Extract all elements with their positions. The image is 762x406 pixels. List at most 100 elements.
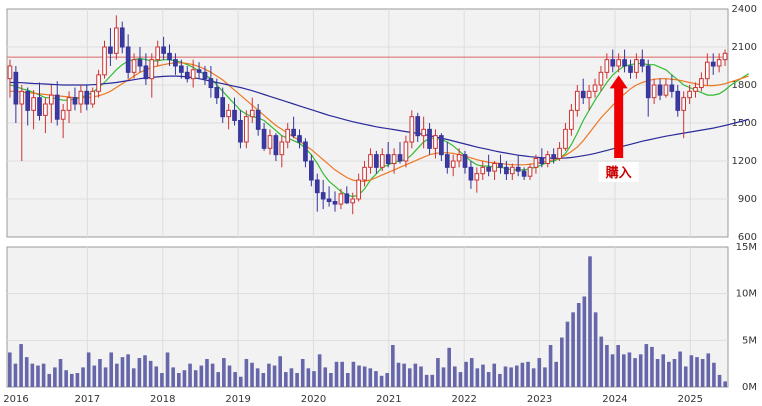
candle-body-up: [651, 84, 657, 99]
price-panel: 600 900 1200 1500 1800 2100 2400 購入: [6, 4, 757, 243]
candle: [350, 192, 356, 215]
candle-body-up: [563, 128, 568, 149]
candle: [179, 59, 184, 79]
candle-body-up: [90, 90, 96, 105]
volume-bar: [205, 359, 209, 387]
x-tick-label: 2019: [225, 394, 250, 405]
volume-bar: [222, 358, 226, 387]
volume-bar: [571, 312, 575, 387]
volume-bar: [407, 368, 412, 387]
x-tick-label: 2025: [678, 394, 703, 405]
candle-body-up: [634, 59, 639, 73]
volume-bar: [374, 371, 378, 387]
volume-bar: [413, 363, 418, 387]
candle: [249, 97, 255, 123]
candle: [545, 150, 551, 168]
candle-body-down: [462, 154, 468, 168]
volume-bar: [47, 373, 52, 387]
candle: [267, 129, 273, 155]
candle: [704, 53, 710, 85]
candle-body-down: [173, 59, 178, 67]
x-axis: 2016 2017 2018 2019 2020 2021 2022 2023 2024 2025: [3, 394, 703, 405]
candle-body-down: [54, 94, 60, 120]
volume-bars: [8, 256, 727, 387]
volume-bar: [441, 367, 446, 387]
candle: [574, 85, 580, 117]
volume-bar: [723, 381, 727, 387]
candle-body-up: [687, 90, 692, 99]
volume-bar: [351, 361, 356, 387]
candle: [84, 85, 90, 111]
buy-arrow-icon: [609, 75, 628, 158]
candle: [37, 82, 42, 121]
candle-body-down: [108, 46, 113, 54]
volume-bar: [137, 358, 142, 387]
volume-bar: [712, 362, 716, 387]
candle: [710, 53, 716, 75]
candle: [125, 34, 131, 79]
volume-bar: [638, 354, 643, 387]
volume-bar: [340, 361, 344, 387]
candle-body-down: [385, 154, 391, 165]
candle-body-up: [433, 135, 438, 149]
candle: [362, 161, 367, 187]
candle: [326, 186, 332, 207]
candle: [303, 138, 308, 168]
candle-body-down: [179, 65, 184, 73]
volume-bar: [678, 351, 682, 387]
price-y-axis: 600 900 1200 1500 1800 2100 2400: [732, 4, 757, 243]
volume-bar: [278, 356, 282, 387]
candle: [13, 66, 19, 123]
volume-bar: [430, 374, 435, 387]
volume-bar: [672, 359, 677, 387]
volume-bar: [8, 352, 12, 387]
candle: [368, 148, 373, 174]
candle: [344, 186, 350, 205]
candle-body-down: [25, 90, 31, 111]
candle: [409, 110, 415, 149]
candle-body-down: [309, 160, 314, 181]
volume-bar: [419, 366, 423, 387]
price-tick-label: 1200: [732, 156, 757, 167]
candle-body-up: [509, 166, 515, 175]
candle: [569, 104, 574, 136]
candle: [716, 53, 722, 73]
candle-body-down: [196, 69, 202, 73]
candle-body-down: [639, 59, 645, 67]
candle-body-down: [72, 97, 78, 105]
candle: [427, 123, 432, 155]
candle-body-up: [592, 84, 598, 92]
candle: [297, 129, 302, 149]
candle-body-up: [368, 154, 373, 168]
price-tick-label: 2100: [732, 42, 757, 53]
candle: [196, 62, 202, 79]
candle: [687, 85, 692, 104]
volume-bar: [255, 368, 260, 387]
candle-body-up: [450, 160, 456, 168]
candle-body-up: [409, 116, 415, 143]
candle: [43, 97, 48, 134]
candle: [108, 28, 113, 66]
candle: [403, 135, 409, 168]
volume-bar: [312, 371, 316, 387]
candle-body-up: [66, 97, 72, 111]
candle-body-down: [13, 71, 19, 105]
volume-bar: [272, 365, 277, 387]
candle: [90, 87, 96, 108]
candle: [279, 135, 285, 168]
candle-body-up: [663, 84, 669, 96]
volume-bar: [616, 345, 620, 387]
volume-bar: [582, 296, 587, 387]
candle: [592, 78, 598, 98]
candle-body-down: [521, 170, 527, 177]
volume-panel: 0M 5M 10M 15M: [6, 242, 757, 393]
volume-bar: [610, 354, 615, 387]
volume-bar: [633, 358, 637, 387]
candle: [634, 53, 639, 79]
volume-bar: [554, 361, 559, 387]
volume-tick-label: 10M: [736, 289, 757, 300]
candle: [137, 47, 143, 73]
candle: [309, 154, 314, 187]
candle-body-down: [167, 52, 172, 61]
candle-body-down: [504, 166, 509, 175]
